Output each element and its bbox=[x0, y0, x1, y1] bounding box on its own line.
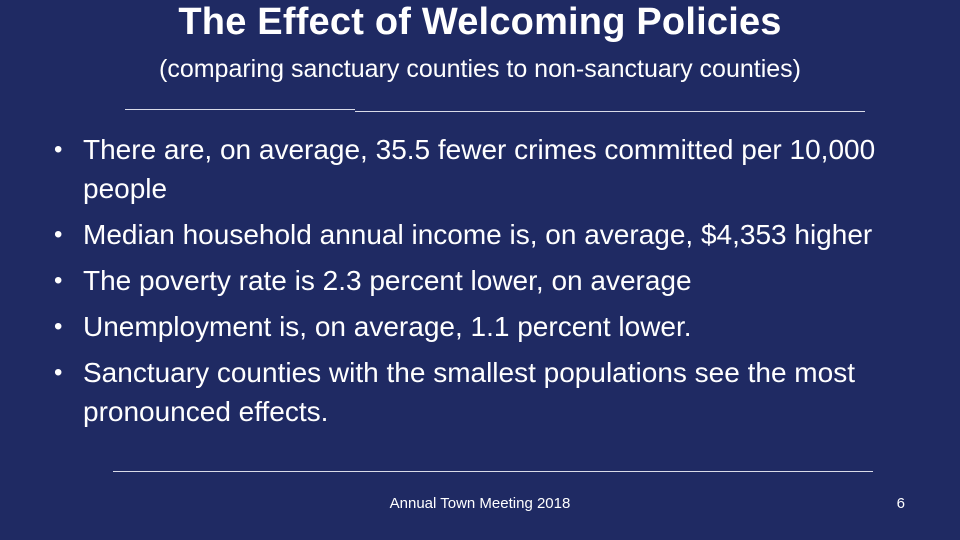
slide-title: The Effect of Welcoming Policies bbox=[178, 1, 782, 43]
bullet-item: • Median household annual income is, on … bbox=[48, 215, 908, 254]
top-divider-right bbox=[355, 111, 865, 112]
bullet-marker: • bbox=[54, 221, 63, 248]
bullet-text: Median household annual income is, on av… bbox=[83, 219, 873, 250]
footer-text: Annual Town Meeting 2018 bbox=[389, 495, 571, 512]
bullet-list: • There are, on average, 35.5 fewer crim… bbox=[48, 130, 908, 438]
bottom-divider bbox=[113, 471, 873, 472]
bullet-text: There are, on average, 35.5 fewer crimes… bbox=[83, 134, 876, 204]
bullet-item: • Unemployment is, on average, 1.1 perce… bbox=[48, 307, 908, 346]
bullet-item: • The poverty rate is 2.3 percent lower,… bbox=[48, 261, 908, 300]
bullet-item: • There are, on average, 35.5 fewer crim… bbox=[48, 130, 908, 208]
top-divider-left bbox=[125, 109, 355, 110]
bullet-marker: • bbox=[54, 313, 63, 340]
page-number: 6 bbox=[896, 495, 905, 512]
bullet-marker: • bbox=[54, 359, 63, 386]
bullet-marker: • bbox=[54, 267, 63, 294]
bullet-marker: • bbox=[54, 136, 63, 163]
bullet-item: • Sanctuary counties with the smallest p… bbox=[48, 353, 908, 431]
bullet-text: The poverty rate is 2.3 percent lower, o… bbox=[83, 265, 692, 296]
slide-subtitle: (comparing sanctuary counties to non-san… bbox=[159, 55, 801, 83]
bullet-text: Sanctuary counties with the smallest pop… bbox=[83, 357, 855, 427]
bullet-text: Unemployment is, on average, 1.1 percent… bbox=[83, 311, 692, 342]
